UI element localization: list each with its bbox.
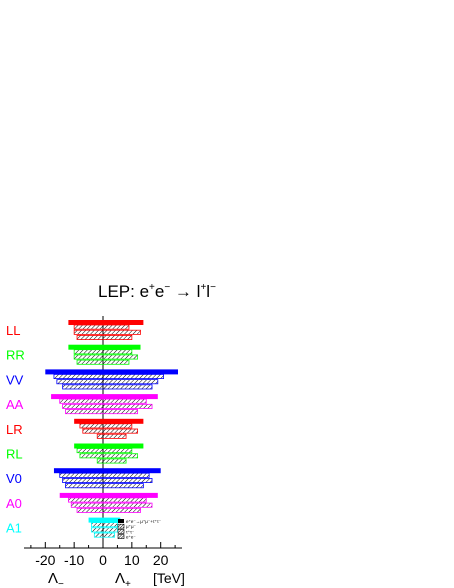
bar-lr-1 (79, 423, 133, 429)
bar-rl-2 (79, 453, 139, 459)
bar-rr-3 (76, 359, 130, 365)
legend-label: e⁺e⁻→μ⁺μ⁻+τ⁺τ⁻ (126, 519, 162, 524)
bar-a0-2 (70, 502, 153, 508)
bar-aa-1 (59, 398, 147, 404)
bar-a0-1 (67, 497, 147, 503)
x-tick-label: -20 (35, 552, 55, 568)
model-label-vv: VV (6, 372, 24, 387)
bar-vv-combined (45, 369, 178, 375)
model-label-rr: RR (6, 348, 25, 363)
xlabel-unit: [TeV] (153, 570, 185, 586)
title-sup3: + (200, 282, 206, 293)
bar-a1-combined (88, 517, 121, 523)
bar-rl-3 (96, 458, 127, 464)
title-mid1: e (155, 282, 164, 301)
bar-rr-combined (68, 344, 141, 350)
bar-ll-2 (73, 329, 141, 335)
bar-v0-1 (59, 472, 150, 478)
bar-rr-1 (73, 349, 133, 355)
bars-layer (45, 320, 178, 538)
model-label-a0: A0 (6, 496, 22, 511)
legend-swatch-combined (118, 519, 124, 523)
bar-vv-1 (53, 373, 164, 379)
legend-swatch (117, 529, 125, 534)
bar-v0-combined (53, 468, 161, 474)
title-arrow: → l (170, 282, 200, 301)
title-mid2: l (206, 282, 210, 301)
model-labels: LL RR VV AA LR RL V0 A0 A1 (6, 323, 25, 536)
bar-aa-2 (62, 403, 153, 409)
bar-a1-2 (91, 527, 118, 533)
bar-ll-1 (73, 324, 130, 330)
bar-lr-3 (96, 433, 127, 439)
title-sup2: − (164, 282, 170, 293)
x-tick-label: 0 (99, 552, 107, 568)
bar-vv-3 (62, 384, 153, 390)
model-label-ll: LL (6, 323, 20, 338)
model-label-v0: V0 (6, 471, 22, 486)
legend-label: μ⁺μ⁻ (126, 524, 137, 529)
bar-rr-2 (73, 354, 139, 360)
bar-a1-1 (91, 522, 118, 528)
title-sup1: + (149, 282, 155, 293)
bar-v0-3 (65, 483, 144, 489)
model-label-rl: RL (6, 447, 23, 462)
model-label-a1: A1 (6, 521, 22, 536)
legend-label: e⁺e⁻ (126, 535, 136, 540)
legend-label: τ⁺τ⁻ (126, 529, 135, 534)
x-tick-label: 20 (153, 552, 169, 568)
x-tick-label: 10 (124, 552, 140, 568)
bar-a0-combined (59, 492, 158, 498)
bar-vv-2 (56, 379, 159, 385)
title-sup4: − (210, 282, 216, 293)
xlabel-lambda-plus: Λ+ (115, 570, 131, 588)
bar-ll-3 (76, 334, 133, 340)
bar-rl-1 (76, 448, 133, 454)
legend-swatch (117, 523, 125, 529)
legend: e⁺e⁻→μ⁺μ⁻+τ⁺τ⁻μ⁺μ⁻τ⁺τ⁻e⁺e⁻ (117, 519, 162, 540)
bar-a1-3 (93, 532, 115, 538)
title-prefix: LEP: e (98, 282, 149, 301)
bar-ll-combined (68, 320, 144, 325)
bar-a0-3 (76, 507, 141, 513)
model-label-aa: AA (6, 397, 24, 412)
bar-lr-combined (74, 418, 144, 424)
legend-swatch (117, 534, 125, 539)
x-tick-label: -10 (64, 552, 84, 568)
x-axis: -20 -10 0 10 20 (24, 542, 182, 568)
bar-lr-2 (82, 428, 139, 434)
bar-aa-combined (51, 394, 158, 400)
bar-rl-combined (74, 443, 144, 449)
chart-title: LEP: e+e− → l+l− (98, 282, 216, 301)
bar-aa-3 (65, 409, 139, 415)
xlabel-lambda-minus: Λ− (48, 570, 64, 588)
model-label-lr: LR (6, 422, 23, 437)
bar-v0-2 (62, 477, 153, 483)
